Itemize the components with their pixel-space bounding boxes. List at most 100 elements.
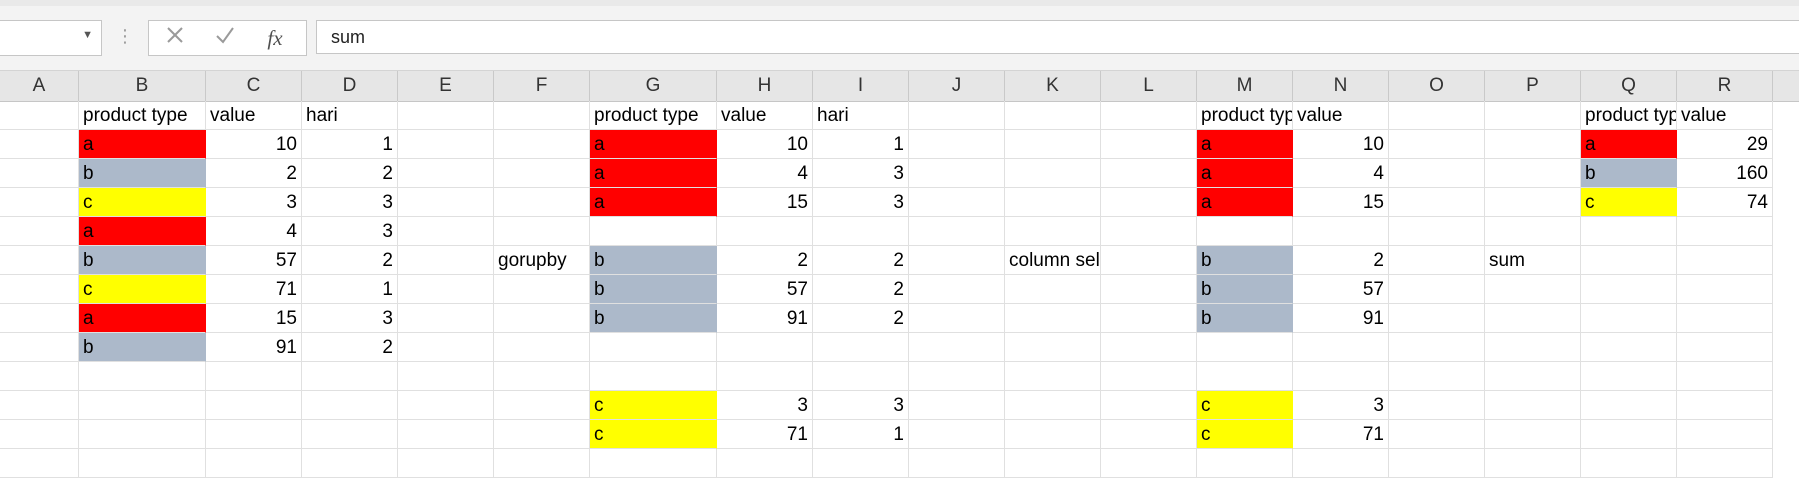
column-header-i[interactable]: I <box>813 71 909 101</box>
grid-cell[interactable] <box>1389 159 1485 188</box>
grid-cell[interactable] <box>717 217 813 246</box>
grid-cell[interactable] <box>206 391 302 420</box>
grid-cell[interactable] <box>1485 304 1581 333</box>
grid-cell[interactable] <box>398 217 494 246</box>
cell-m1[interactable]: product type <box>1197 101 1293 130</box>
grid-cell[interactable] <box>1485 159 1581 188</box>
grid-cell[interactable] <box>494 159 590 188</box>
grid-cell[interactable] <box>0 275 79 304</box>
grid-cell[interactable] <box>1005 188 1101 217</box>
grid-cell[interactable] <box>1485 362 1581 391</box>
grid-cell[interactable] <box>1485 391 1581 420</box>
grid-cell[interactable] <box>0 420 79 449</box>
cell-i7[interactable]: 2 <box>813 275 909 304</box>
grid-cell[interactable] <box>1101 101 1197 130</box>
cell-m4[interactable]: a <box>1197 188 1293 217</box>
cell-d3[interactable]: 2 <box>302 159 398 188</box>
grid-cell[interactable] <box>1005 130 1101 159</box>
cell-c6[interactable]: 57 <box>206 246 302 275</box>
cell-f6[interactable]: gorupby <box>494 246 590 275</box>
cell-d4[interactable]: 3 <box>302 188 398 217</box>
worksheet-grid[interactable]: product type value hari a 10 1 b 2 2 c 3 3 a 4 3 b 57 2 c 7… <box>0 101 1799 481</box>
grid-cell[interactable] <box>1101 275 1197 304</box>
grid-cell[interactable] <box>909 159 1005 188</box>
grid-cell[interactable] <box>1389 130 1485 159</box>
grid-cell[interactable] <box>1581 304 1677 333</box>
grid-cell[interactable] <box>1389 449 1485 478</box>
grid-cell[interactable] <box>1677 246 1773 275</box>
grid-cell[interactable] <box>590 217 717 246</box>
grid-cell[interactable] <box>494 101 590 130</box>
insert-function-button[interactable]: fx <box>255 23 295 53</box>
cell-p6[interactable]: sum <box>1485 246 1581 275</box>
grid-cell[interactable] <box>1005 420 1101 449</box>
grid-cell[interactable] <box>909 217 1005 246</box>
grid-cell[interactable] <box>0 391 79 420</box>
cell-d2[interactable]: 1 <box>302 130 398 159</box>
grid-cell[interactable] <box>398 304 494 333</box>
grid-cell[interactable] <box>909 304 1005 333</box>
grid-cell[interactable] <box>0 362 79 391</box>
cell-b7[interactable]: c <box>79 275 206 304</box>
column-header-c[interactable]: C <box>206 71 302 101</box>
grid-cell[interactable] <box>1389 391 1485 420</box>
cell-h12[interactable]: 71 <box>717 420 813 449</box>
grid-cell[interactable] <box>398 333 494 362</box>
cell-c2[interactable]: 10 <box>206 130 302 159</box>
cell-c5[interactable]: 4 <box>206 217 302 246</box>
cell-g4[interactable]: a <box>590 188 717 217</box>
grid-cell[interactable] <box>1005 449 1101 478</box>
grid-cell[interactable] <box>1005 333 1101 362</box>
column-header-j[interactable]: J <box>909 71 1005 101</box>
cell-n12[interactable]: 71 <box>1293 420 1389 449</box>
column-header-q[interactable]: Q <box>1581 71 1677 101</box>
grid-cell[interactable] <box>1101 420 1197 449</box>
cell-r1[interactable]: value <box>1677 101 1773 130</box>
grid-cell[interactable] <box>813 449 909 478</box>
grid-cell[interactable] <box>1389 188 1485 217</box>
cell-g6[interactable]: b <box>590 246 717 275</box>
cell-b1[interactable]: product type <box>79 101 206 130</box>
grid-cell[interactable] <box>1581 391 1677 420</box>
grid-cell[interactable] <box>398 391 494 420</box>
grid-cell[interactable] <box>494 188 590 217</box>
cell-c7[interactable]: 71 <box>206 275 302 304</box>
grid-cell[interactable] <box>1677 391 1773 420</box>
grid-cell[interactable] <box>1485 420 1581 449</box>
cell-i1[interactable]: hari <box>813 101 909 130</box>
grid-cell[interactable] <box>494 420 590 449</box>
cell-m11[interactable]: c <box>1197 391 1293 420</box>
cell-m12[interactable]: c <box>1197 420 1293 449</box>
grid-cell[interactable] <box>1005 391 1101 420</box>
grid-cell[interactable] <box>302 449 398 478</box>
cell-b4[interactable]: c <box>79 188 206 217</box>
grid-cell[interactable] <box>1677 449 1773 478</box>
grid-cell[interactable] <box>1677 275 1773 304</box>
grid-cell[interactable] <box>909 130 1005 159</box>
column-header-e[interactable]: E <box>398 71 494 101</box>
name-box[interactable]: ▼ <box>0 20 102 56</box>
cell-g1[interactable]: product type <box>590 101 717 130</box>
grid-cell[interactable] <box>1485 275 1581 304</box>
cell-m6[interactable]: b <box>1197 246 1293 275</box>
cell-q3[interactable]: b <box>1581 159 1677 188</box>
grid-cell[interactable] <box>494 391 590 420</box>
grid-cell[interactable] <box>0 246 79 275</box>
grid-cell[interactable] <box>1389 362 1485 391</box>
cell-b3[interactable]: b <box>79 159 206 188</box>
grid-cell[interactable] <box>1389 275 1485 304</box>
grid-cell[interactable] <box>1005 217 1101 246</box>
grid-cell[interactable] <box>0 130 79 159</box>
grid-cell[interactable] <box>1293 449 1389 478</box>
cell-c1[interactable]: value <box>206 101 302 130</box>
grid-cell[interactable] <box>1005 101 1101 130</box>
grid-cell[interactable] <box>0 101 79 130</box>
grid-cell[interactable] <box>813 362 909 391</box>
grid-cell[interactable] <box>717 362 813 391</box>
column-header-h[interactable]: H <box>717 71 813 101</box>
cell-i4[interactable]: 3 <box>813 188 909 217</box>
grid-cell[interactable] <box>1581 362 1677 391</box>
grid-cell[interactable] <box>398 159 494 188</box>
formula-input[interactable]: sum <box>316 20 1799 54</box>
grid-cell[interactable] <box>1485 101 1581 130</box>
